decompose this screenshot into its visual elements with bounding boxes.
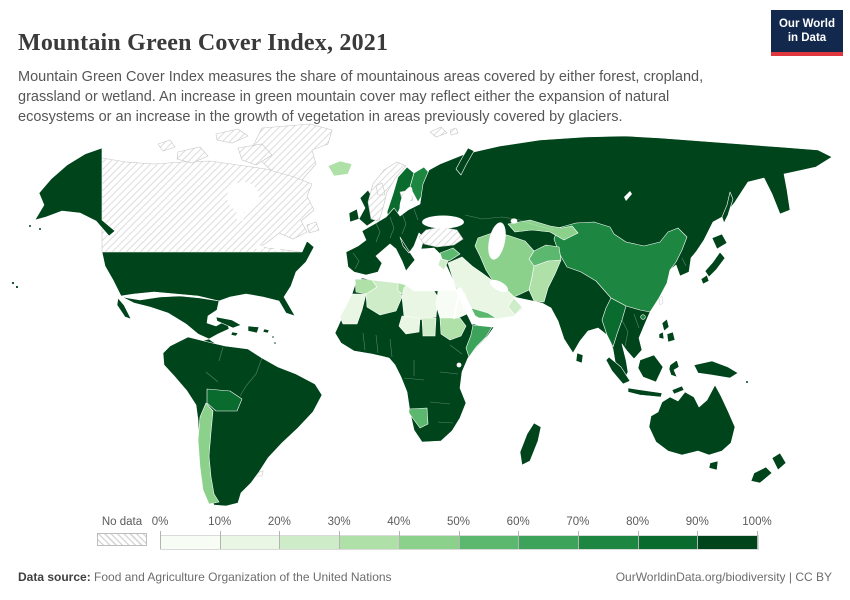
- region-japan[interactable]: [700, 233, 728, 285]
- legend-bin[interactable]: [638, 536, 699, 549]
- legend-tick-mark: [339, 531, 341, 549]
- legend-tick-label: 50%: [446, 516, 471, 528]
- legend-bin[interactable]: [280, 536, 341, 549]
- legend-tick-mark: [637, 531, 639, 549]
- legend-tick-label: 10%: [208, 516, 232, 528]
- legend-tick-mark: [458, 531, 460, 549]
- owid-logo-line2: in Data: [787, 32, 827, 45]
- page-title: Mountain Green Cover Index, 2021: [18, 30, 389, 57]
- region-namibia[interactable]: [408, 407, 429, 429]
- region-hawaii[interactable]: [11, 281, 15, 285]
- region-lesser-antilles: [273, 341, 277, 345]
- region-jordan-israel[interactable]: [437, 258, 449, 271]
- legend-bin[interactable]: [340, 536, 400, 549]
- region-aleutians: [38, 227, 42, 231]
- legend-tick-mark: [398, 531, 400, 549]
- region-caribbean-islands[interactable]: [215, 316, 270, 337]
- region-svalbard[interactable]: [429, 126, 459, 138]
- chart-subtitle: Mountain Green Cover Index measures the …: [18, 68, 704, 125]
- legend-tick-label: 60%: [506, 516, 530, 528]
- legend-bin[interactable]: [161, 536, 221, 549]
- legend-bin[interactable]: [459, 536, 520, 549]
- legend-tick-label: 0%: [151, 516, 169, 528]
- region-chile[interactable]: [197, 402, 220, 505]
- region-myanmar[interactable]: [601, 297, 627, 348]
- region-oman[interactable]: [507, 297, 523, 316]
- data-source-label: Data source:: [18, 570, 91, 584]
- legend-no-data[interactable]: No data: [97, 516, 147, 546]
- legend-tick-mark: [279, 531, 281, 549]
- world-choropleth-map: [10, 118, 840, 512]
- region-central-asia[interactable]: [507, 219, 579, 241]
- legend-no-data-label: No data: [101, 516, 143, 528]
- region-indonesia[interactable]: [605, 354, 685, 398]
- legend-tick-mark: [757, 531, 758, 549]
- region-aleutians: [28, 224, 32, 228]
- region-hainan: [640, 314, 646, 320]
- region-new-zealand[interactable]: [750, 452, 787, 484]
- owid-logo-line1: Our World: [778, 18, 835, 30]
- legend-tick-mark: [577, 531, 579, 549]
- region-taiwan: [658, 295, 664, 306]
- legend-bin[interactable]: [519, 536, 579, 549]
- region-sakhalin[interactable]: [721, 191, 734, 224]
- legend-tick-mark: [518, 531, 520, 549]
- region-turkey[interactable]: [418, 226, 464, 248]
- region-mexico[interactable]: [116, 295, 230, 340]
- region-bolivia[interactable]: [206, 388, 243, 412]
- inland-seas: [227, 182, 632, 368]
- world-map-svg: [11, 123, 833, 507]
- legend-tick-label: 100%: [742, 516, 772, 528]
- region-philippines[interactable]: [658, 318, 676, 343]
- legend-tick-mark: [697, 531, 699, 549]
- region-sudan[interactable]: [439, 317, 467, 341]
- legend-tick-label: 90%: [685, 516, 709, 528]
- region-newfoundland[interactable]: [306, 221, 320, 234]
- region-madagascar[interactable]: [519, 422, 542, 466]
- owid-logo[interactable]: Our World in Data: [771, 10, 843, 56]
- region-papua-new-guinea[interactable]: [693, 360, 739, 379]
- region-somalia[interactable]: [465, 324, 493, 358]
- data-source: Data source: Food and Agriculture Organi…: [18, 570, 392, 584]
- region-arctic-islands[interactable]: [157, 128, 273, 166]
- region-libya[interactable]: [401, 284, 439, 321]
- region-ireland[interactable]: [348, 208, 360, 223]
- region-sri-lanka[interactable]: [575, 352, 584, 364]
- legend-tick-mark: [160, 531, 161, 549]
- no-data-swatch: [97, 533, 147, 546]
- region-syria[interactable]: [439, 247, 461, 262]
- legend-bin[interactable]: [399, 536, 460, 549]
- country-borders: [205, 208, 687, 424]
- region-western-sahara-mauritania[interactable]: [339, 293, 367, 325]
- region-norway[interactable]: [367, 161, 407, 222]
- region-canada[interactable]: [101, 157, 315, 253]
- region-lesser-antilles: [271, 335, 275, 339]
- legend-tick-label: 70%: [566, 516, 590, 528]
- legend-tick-mark: [219, 531, 221, 549]
- region-united-states[interactable]: [101, 240, 315, 317]
- region-iceland[interactable]: [327, 160, 353, 177]
- region-hawaii[interactable]: [15, 285, 19, 289]
- legend-bins: [160, 535, 759, 550]
- region-solomons: [745, 380, 749, 384]
- region-novaya-zemlya[interactable]: [455, 147, 475, 176]
- legend-tick-label: 20%: [267, 516, 291, 528]
- region-alaska[interactable]: [34, 147, 116, 237]
- data-source-text: Food and Agriculture Organization of the…: [90, 570, 392, 584]
- region-china[interactable]: [553, 221, 688, 313]
- owid-citation-link[interactable]: OurWorldinData.org/biodiversity | CC BY: [615, 570, 832, 584]
- legend-bin[interactable]: [578, 536, 639, 549]
- legend-tick-label: 40%: [387, 516, 411, 528]
- region-australia[interactable]: [648, 384, 736, 471]
- legend-bin[interactable]: [220, 536, 281, 549]
- region-south-america[interactable]: [162, 336, 323, 507]
- legend-bin[interactable]: [698, 536, 759, 549]
- legend-tick-label: 30%: [327, 516, 351, 528]
- legend-tick-label: 80%: [626, 516, 650, 528]
- region-niger[interactable]: [398, 315, 421, 335]
- region-denmark[interactable]: [375, 182, 386, 196]
- region-chad[interactable]: [421, 317, 437, 337]
